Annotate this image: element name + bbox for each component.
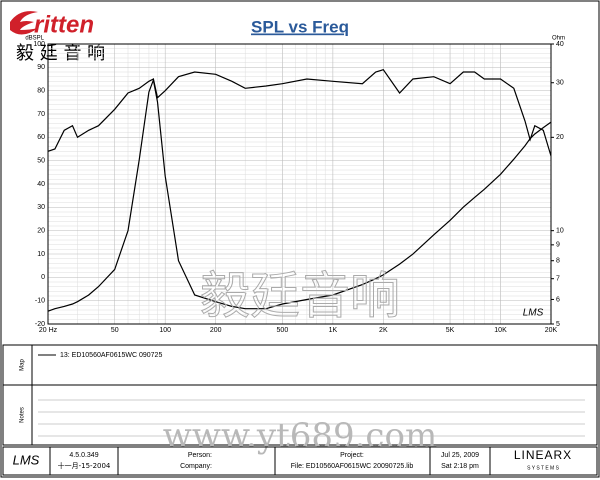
y2-tick-label: 7 xyxy=(556,276,560,283)
footer-company: Company: xyxy=(180,463,212,470)
y-tick-label: 0 xyxy=(41,274,45,281)
x-tick-label: 1K xyxy=(329,327,338,334)
x-tick-label: 10K xyxy=(494,327,507,334)
legend-label: 13: ED10560AF0615WC 090725 xyxy=(60,352,162,359)
y2-tick-label: 5 xyxy=(556,321,560,328)
footer-logo: LMS xyxy=(13,452,40,467)
y2-tick-label: 8 xyxy=(556,258,560,265)
x-tick-label: 20K xyxy=(545,327,558,334)
y-tick-label: 50 xyxy=(37,158,45,165)
x-tick-label: 20 Hz xyxy=(39,327,58,334)
footer-file: File: ED10560AF0615WC 20090725.lib xyxy=(291,463,414,470)
watermark-chinese: 毅廷音响 xyxy=(200,267,400,325)
footer-build-date: 十一月-15-2004 xyxy=(58,461,111,470)
y-tick-label: 60 xyxy=(37,134,45,141)
footer-time: Sat 2:18 pm xyxy=(441,463,479,470)
y-tick-label: 70 xyxy=(37,111,45,118)
series-line xyxy=(47,68,552,157)
footer-brand-sub: S Y S T E M S xyxy=(527,465,560,471)
x-tick-label: 5K xyxy=(446,327,455,334)
y-tick-label: 90 xyxy=(37,64,45,71)
y-tick-label: 20 xyxy=(37,228,45,235)
footer-person: Person: xyxy=(188,452,212,459)
chart-title: SPL vs Freq xyxy=(251,17,349,36)
footer-project: Project: xyxy=(340,452,364,459)
y-tick-label: -10 xyxy=(35,298,45,305)
y2-tick-label: 6 xyxy=(556,296,560,303)
footer-date: Jul 25, 2009 xyxy=(441,452,479,459)
logo-swoosh xyxy=(10,11,38,35)
notes-panel xyxy=(2,384,598,446)
footer-brand: LINEARX xyxy=(514,448,572,462)
y-tick-label: 100 xyxy=(33,41,45,48)
y-tick-label: 80 xyxy=(37,88,45,95)
footer-version: 4.5.0.349 xyxy=(69,452,98,459)
map-label: Map xyxy=(20,359,26,371)
plot: -20 -10 0 10 20 30 40 50 60 70 80 90 100 5 6 7 8 9 10 20 30 4… xyxy=(33,41,564,334)
y-tick-label: 30 xyxy=(37,204,45,211)
x-tick-label: 2K xyxy=(379,327,388,334)
plot-frame xyxy=(47,43,552,325)
y2-tick-label: 30 xyxy=(556,80,564,87)
y2-tick-label: 40 xyxy=(556,41,564,48)
y-axis-label: dBSPL xyxy=(25,36,44,42)
x-tick-label: 100 xyxy=(159,327,171,334)
x-tick-label: 500 xyxy=(277,327,289,334)
footer xyxy=(2,446,598,476)
watermark-url: www.yt689.com xyxy=(163,416,437,456)
y-tick-label: -20 xyxy=(35,321,45,328)
x-tick-label: 50 xyxy=(111,327,119,334)
x-tick-label: 200 xyxy=(210,327,222,334)
y2-tick-label: 10 xyxy=(556,228,564,235)
logo: ritten xyxy=(34,11,94,38)
y-tick-label: 10 xyxy=(37,251,45,258)
y2-tick-label: 9 xyxy=(556,242,560,249)
notes-lines xyxy=(38,399,585,437)
notes-label: Notes xyxy=(20,407,26,423)
y2-tick-label: 20 xyxy=(556,134,564,141)
series-line xyxy=(47,77,552,312)
footer-dividers xyxy=(49,447,491,475)
plot-mark: LMS xyxy=(523,308,544,319)
y2-axis-label: Ohm xyxy=(552,36,565,42)
y-tick-label: 40 xyxy=(37,181,45,188)
